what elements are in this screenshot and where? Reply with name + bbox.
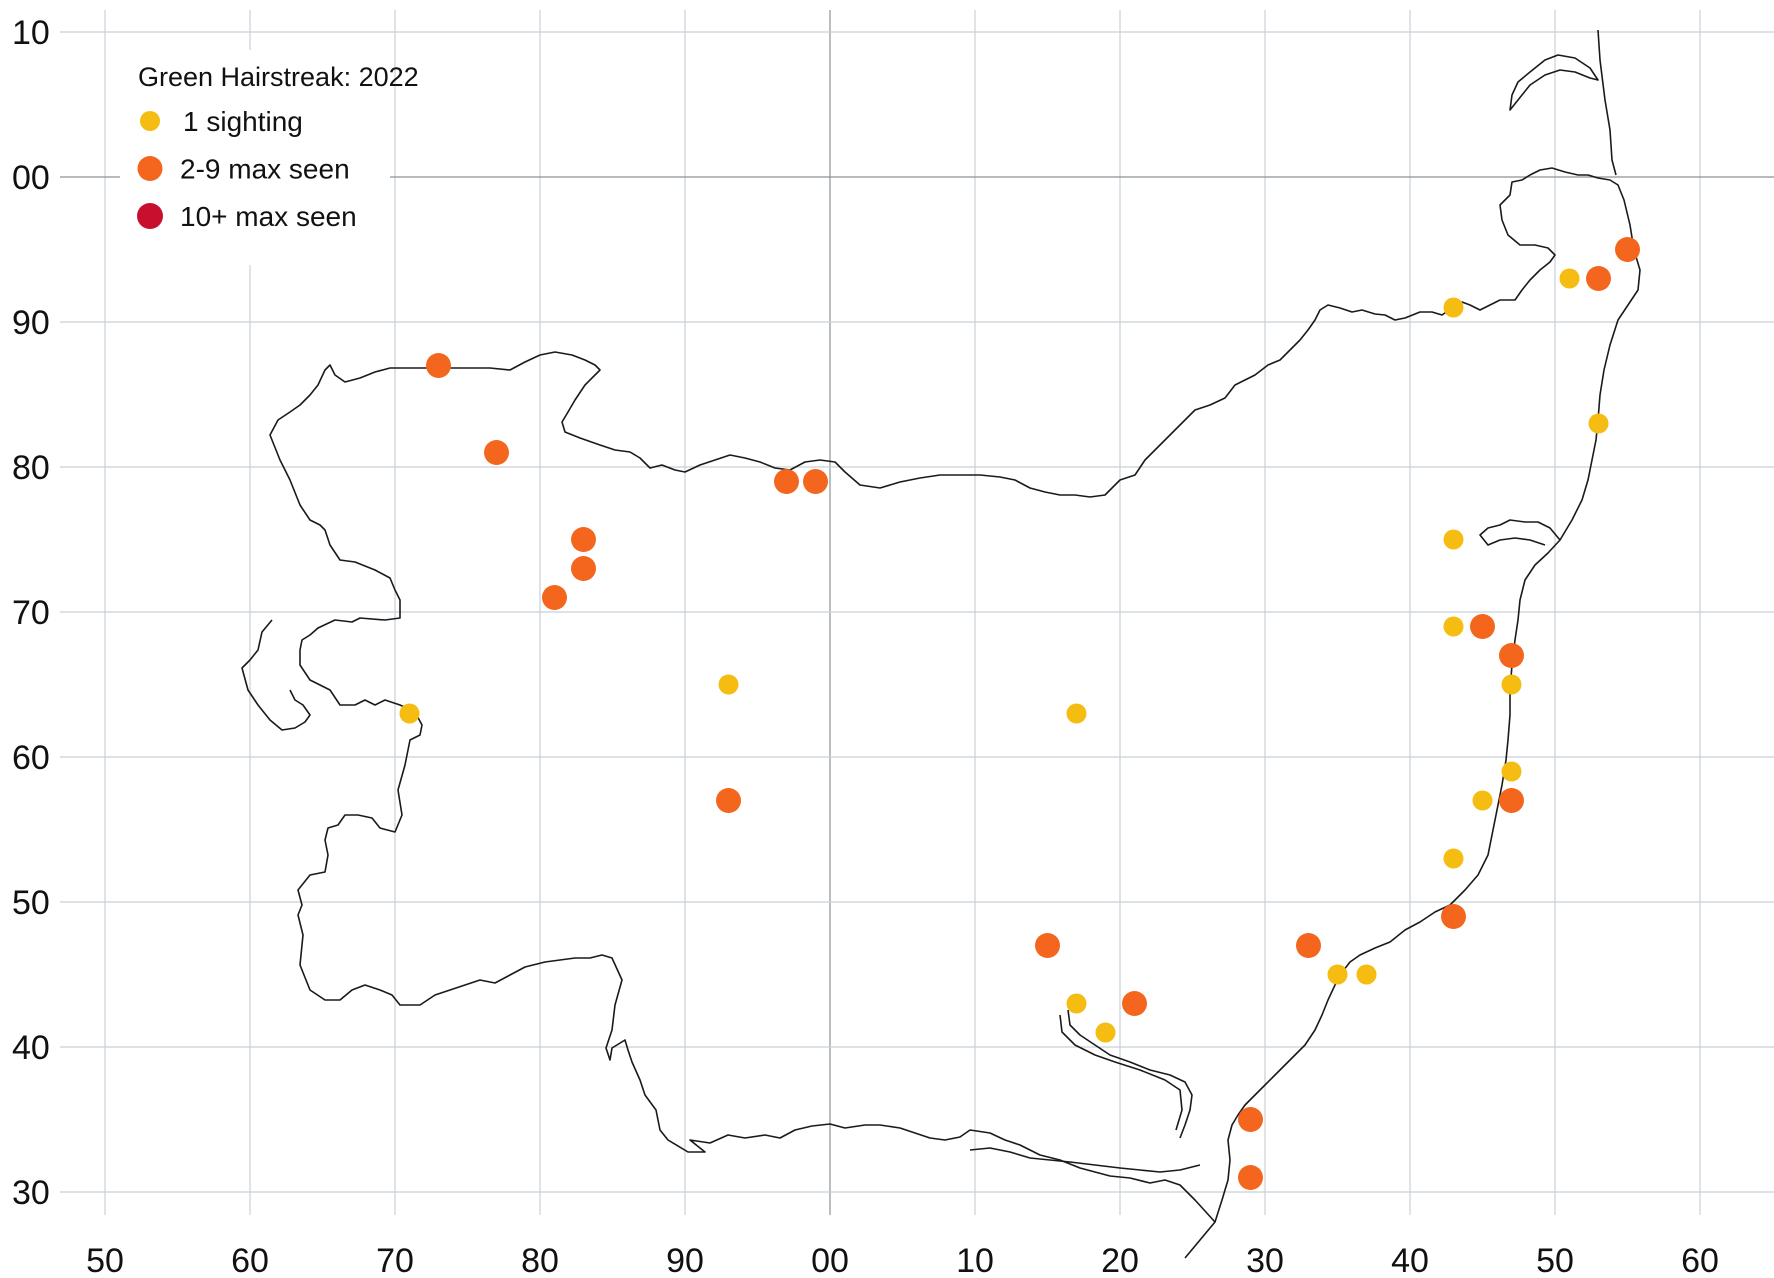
x-tick-label: 60 bbox=[1681, 1242, 1719, 1278]
sighting-marker-two-to-nine bbox=[774, 469, 799, 494]
sighting-marker-one-sighting bbox=[1443, 529, 1464, 550]
sighting-marker-one-sighting bbox=[1095, 1022, 1116, 1043]
south-coast-extension bbox=[1184, 1221, 1216, 1259]
x-tick-label: 90 bbox=[666, 1242, 704, 1278]
y-tick-label: 30 bbox=[12, 1174, 50, 1212]
west-inlet-line bbox=[241, 619, 311, 731]
map-title: Green Hairstreak: 2022 bbox=[138, 62, 419, 92]
sighting-marker-one-sighting bbox=[1443, 616, 1464, 637]
x-tick-label: 50 bbox=[86, 1242, 124, 1278]
east-coast-inner-line bbox=[1479, 519, 1561, 546]
county-outline bbox=[241, 29, 1641, 1259]
x-tick-label: 40 bbox=[1391, 1242, 1429, 1278]
sighting-marker-one-sighting bbox=[1501, 761, 1522, 782]
sighting-points bbox=[399, 237, 1640, 1190]
sighting-marker-two-to-nine bbox=[1122, 991, 1147, 1016]
legend-marker-one-sighting bbox=[140, 111, 160, 131]
legend-label: 1 sighting bbox=[183, 106, 303, 137]
sighting-marker-two-to-nine bbox=[571, 556, 596, 581]
y-tick-label: 70 bbox=[12, 594, 50, 632]
sighting-marker-two-to-nine bbox=[571, 527, 596, 552]
legend-marker-ten-plus bbox=[137, 203, 163, 229]
y-tick-label: 50 bbox=[12, 884, 50, 922]
sighting-marker-two-to-nine bbox=[1035, 933, 1060, 958]
sighting-marker-two-to-nine bbox=[1586, 266, 1611, 291]
sighting-marker-one-sighting bbox=[1327, 964, 1348, 985]
sighting-marker-two-to-nine bbox=[1615, 237, 1640, 262]
y-tick-label: 60 bbox=[12, 739, 50, 777]
x-tick-label: 60 bbox=[231, 1242, 269, 1278]
sighting-marker-two-to-nine bbox=[1499, 788, 1524, 813]
sighting-marker-one-sighting bbox=[1588, 413, 1609, 434]
sighting-marker-two-to-nine bbox=[426, 353, 451, 378]
sighting-marker-two-to-nine bbox=[1470, 614, 1495, 639]
y-tick-label: 10 bbox=[12, 14, 50, 52]
grid-lines bbox=[60, 10, 1774, 1215]
y-tick-label: 90 bbox=[12, 304, 50, 342]
legend-marker-two-to-nine bbox=[137, 156, 163, 181]
county-boundary-line bbox=[269, 167, 1641, 1223]
sighting-marker-one-sighting bbox=[1559, 268, 1580, 289]
sighting-marker-two-to-nine bbox=[1238, 1107, 1263, 1132]
sighting-marker-two-to-nine bbox=[1296, 933, 1321, 958]
legend-items: 1 sighting 2-9 max seen 10+ max seen bbox=[137, 106, 357, 232]
x-tick-label: 10 bbox=[956, 1242, 994, 1278]
y-tick-label: 40 bbox=[12, 1029, 50, 1067]
estuary-line-2 bbox=[1059, 1014, 1183, 1131]
north-coast-line bbox=[1597, 29, 1617, 176]
sighting-marker-one-sighting bbox=[1356, 964, 1377, 985]
sighting-marker-one-sighting bbox=[1472, 790, 1493, 811]
sighting-marker-two-to-nine bbox=[484, 440, 509, 465]
x-tick-label: 20 bbox=[1101, 1242, 1139, 1278]
legend-background bbox=[120, 50, 390, 265]
y-tick-label: 80 bbox=[12, 449, 50, 487]
sighting-marker-one-sighting bbox=[1066, 703, 1087, 724]
sighting-marker-one-sighting bbox=[1066, 993, 1087, 1014]
sighting-marker-one-sighting bbox=[1443, 848, 1464, 869]
north-peninsula-line bbox=[1509, 54, 1599, 111]
sighting-marker-two-to-nine bbox=[542, 585, 567, 610]
sighting-marker-two-to-nine bbox=[1499, 643, 1524, 668]
y-tick-label: 00 bbox=[12, 159, 50, 197]
x-tick-label: 80 bbox=[521, 1242, 559, 1278]
sighting-marker-one-sighting bbox=[1501, 674, 1522, 695]
x-tick-label: 30 bbox=[1246, 1242, 1284, 1278]
sighting-marker-two-to-nine bbox=[1441, 904, 1466, 929]
axes-labels: 50 60 70 80 90 00 10 20 30 40 50 60 10 00 90 80 70 60 50 40… bbox=[12, 14, 1719, 1278]
legend-label: 2-9 max seen bbox=[180, 154, 350, 185]
x-tick-label: 70 bbox=[376, 1242, 414, 1278]
sighting-marker-two-to-nine bbox=[803, 469, 828, 494]
legend: Green Hairstreak: 2022 1 sighting 2-9 max… bbox=[137, 62, 419, 232]
sighting-marker-one-sighting bbox=[1443, 297, 1464, 318]
sighting-marker-two-to-nine bbox=[716, 788, 741, 813]
legend-label: 10+ max seen bbox=[180, 201, 357, 232]
sighting-marker-one-sighting bbox=[718, 674, 739, 695]
estuary-line-3 bbox=[969, 1147, 1201, 1173]
x-tick-label: 50 bbox=[1536, 1242, 1574, 1278]
sighting-marker-two-to-nine bbox=[1238, 1165, 1263, 1190]
x-tick-label: 00 bbox=[811, 1242, 849, 1278]
estuary-line-1 bbox=[1067, 1009, 1193, 1139]
sighting-marker-one-sighting bbox=[399, 703, 420, 724]
